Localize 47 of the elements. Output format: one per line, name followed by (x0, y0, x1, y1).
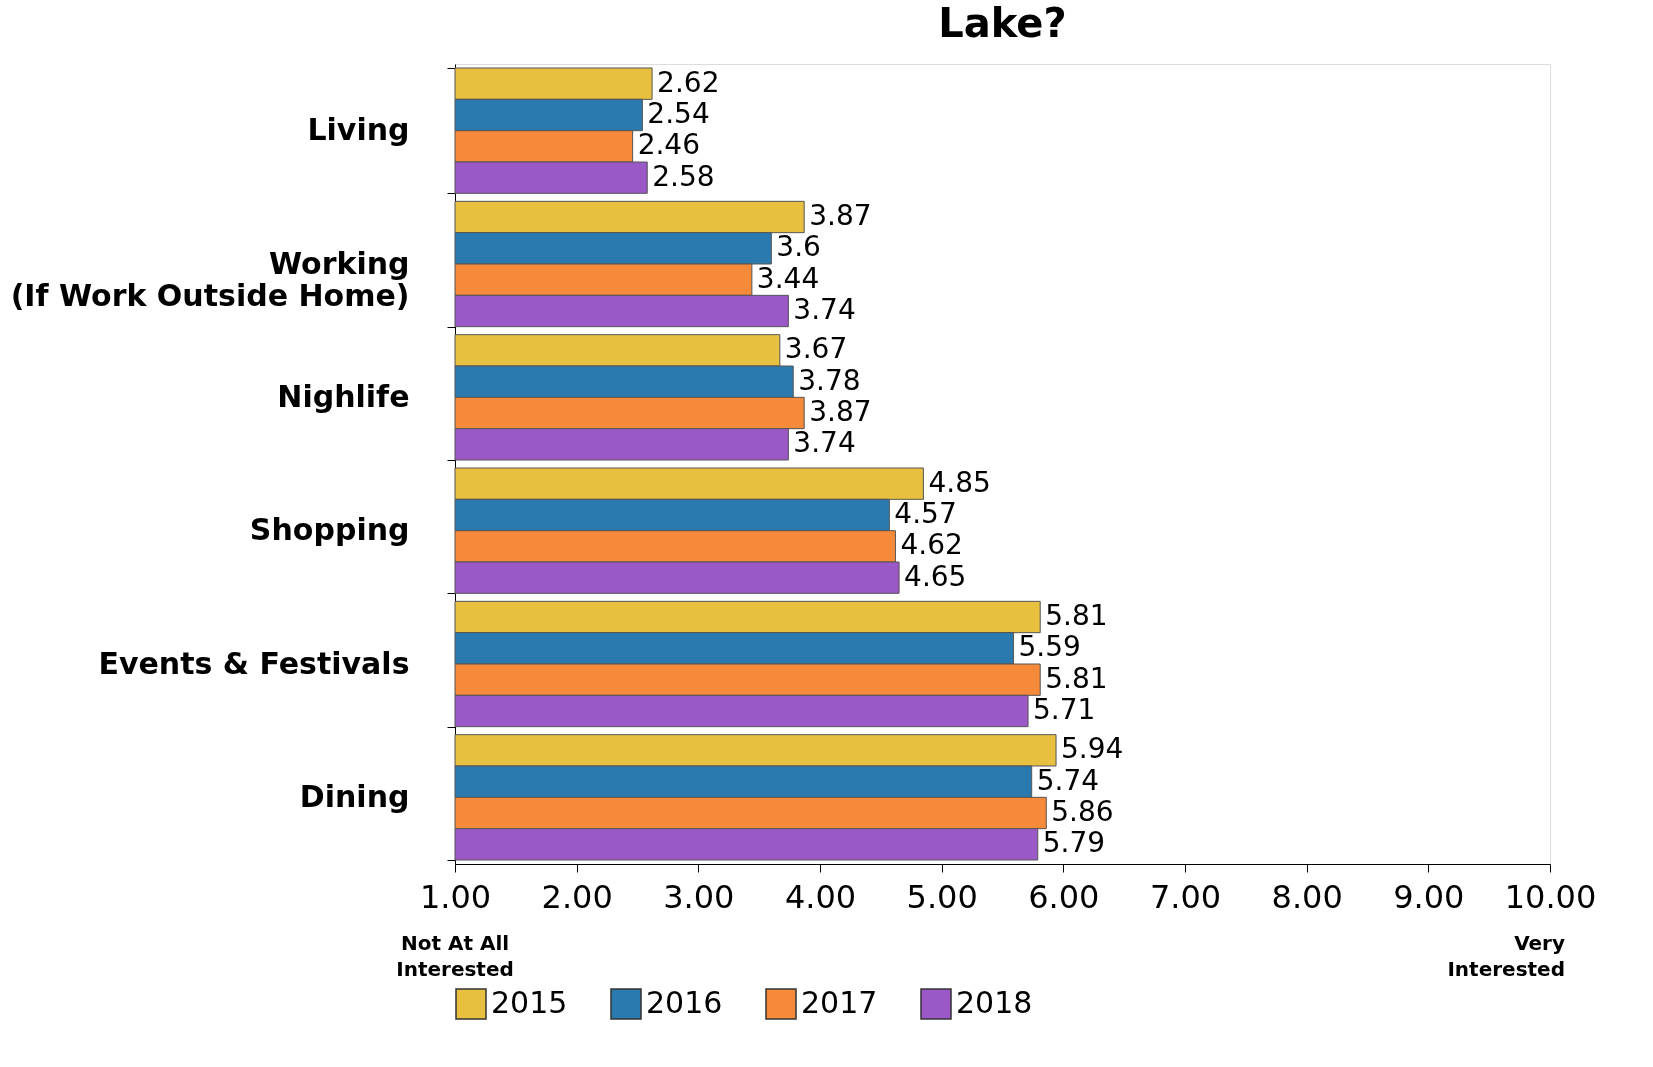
x-tick-label: 4.00 (784, 877, 857, 916)
y-tick-label: Shopping (249, 512, 410, 548)
data-label: 5.81 (1045, 599, 1108, 632)
text: Very Interested (1447, 931, 1565, 981)
data-label: 3.78 (798, 363, 861, 397)
y-tick-label: Nighlife (277, 378, 410, 414)
data-label: 5.94 (1061, 732, 1124, 766)
chart-title: Lake? (938, 0, 1067, 46)
legend-label: 2016 (646, 985, 723, 1020)
legend-label: 2018 (956, 985, 1033, 1020)
data-label: 5.59 (1018, 630, 1081, 664)
x-tick-label: 10.00 (1504, 877, 1597, 916)
data-label: 4.85 (928, 465, 991, 499)
data-label: 3.74 (793, 426, 856, 460)
data-label: 5.71 (1033, 693, 1096, 726)
legend-label: 2015 (491, 985, 568, 1020)
x-tick-label: 3.00 (663, 877, 735, 916)
data-label: 5.79 (1042, 826, 1106, 860)
x-tick-label: 2.00 (541, 877, 613, 916)
data-label: 3.87 (809, 199, 872, 232)
y-tick-label: Events & Festivals (98, 645, 410, 681)
data-label: 5.74 (1036, 763, 1100, 797)
data-label: 5.86 (1051, 795, 1114, 828)
y-tick-label: Dining (299, 778, 410, 814)
text: Not At All Interested (396, 931, 514, 981)
y-tick-label: Living (307, 112, 410, 148)
legend-label: 2017 (801, 985, 878, 1020)
data-label: 3.6 (776, 230, 821, 264)
x-tick-label: 5.00 (906, 877, 978, 916)
x-tick-label: 1.00 (419, 877, 492, 916)
data-label: 3.74 (793, 293, 856, 326)
data-label: 4.62 (900, 528, 963, 562)
data-label: 2.54 (647, 97, 710, 130)
data-label: 5.81 (1045, 661, 1108, 695)
data-label: 3.87 (809, 395, 872, 428)
y-tick-label: Working (If Work Outside Home) (10, 245, 410, 313)
x-tick-label: 7.00 (1149, 877, 1222, 916)
x-tick-label: 6.00 (1028, 877, 1100, 916)
data-label: 4.65 (904, 559, 967, 593)
data-label: 3.67 (784, 332, 848, 366)
x-tick-label: 8.00 (1271, 877, 1343, 916)
data-label: 3.44 (756, 261, 820, 295)
data-label: 2.58 (652, 159, 715, 193)
data-label: 2.46 (637, 128, 700, 162)
x-tick-label: 9.00 (1393, 877, 1465, 916)
data-label: 4.57 (894, 497, 957, 530)
data-label: 2.62 (657, 65, 720, 99)
